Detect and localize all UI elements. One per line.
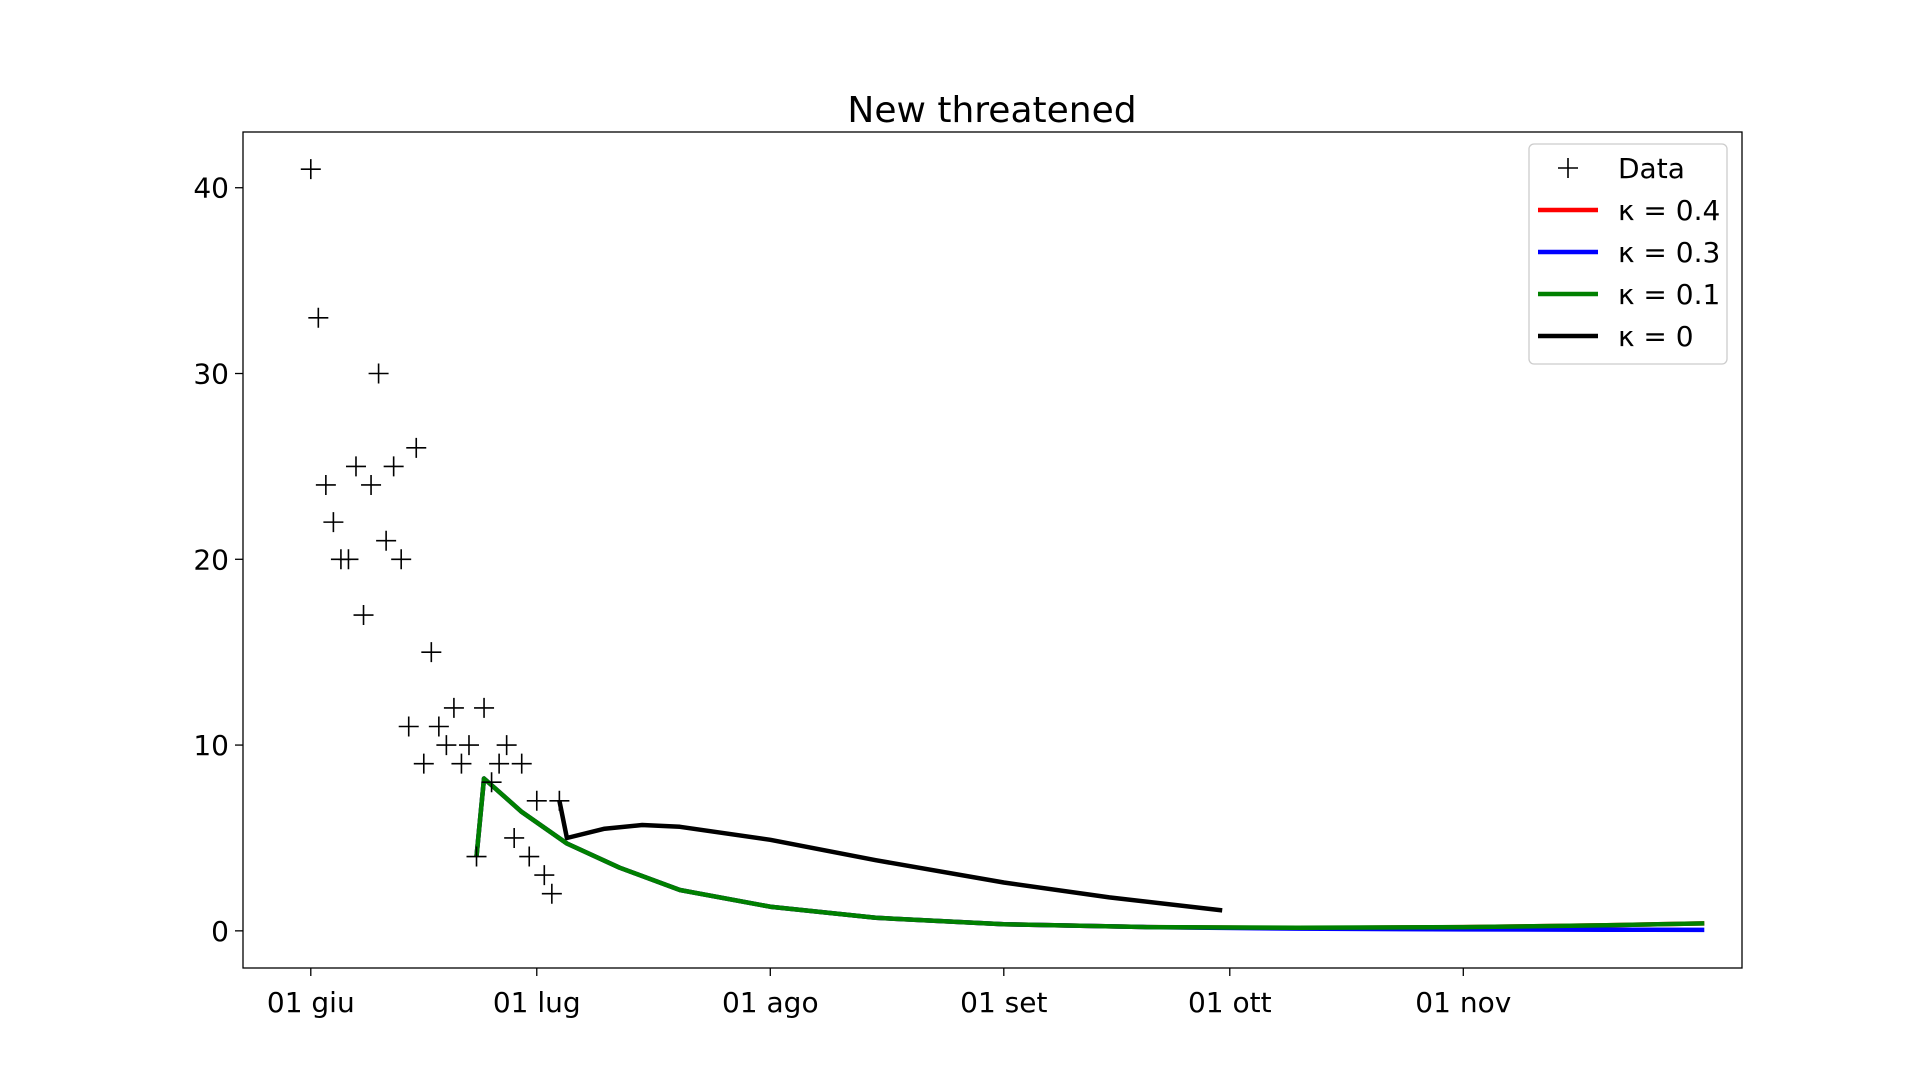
axes-frame: [242, 131, 1743, 969]
data-point-2: [315, 474, 336, 495]
data-point-32: [541, 883, 562, 904]
data-point-11: [383, 456, 404, 477]
series-line-2: [474, 776, 1705, 930]
plot-area: [300, 159, 1705, 933]
data-point-12: [391, 549, 412, 570]
data-point-25: [489, 753, 510, 774]
data-point-16: [421, 642, 442, 663]
data-point-1: [308, 307, 329, 328]
legend-label-0: Data: [1618, 152, 1685, 185]
data-point-13: [398, 716, 419, 737]
data-point-21: [458, 735, 479, 756]
legend-marker-0: [1558, 158, 1578, 178]
y-tick-label-0: 0: [211, 915, 229, 948]
data-point-7: [353, 605, 374, 626]
data-point-18: [436, 735, 457, 756]
data-point-33: [549, 790, 570, 811]
data-point-20: [451, 753, 472, 774]
data-point-6: [345, 456, 366, 477]
x-tick-label-4: 01 ott: [1188, 986, 1272, 1019]
data-point-30: [526, 790, 547, 811]
legend: Data κ = 0.4 κ = 0.3 κ = 0.1 κ = 0: [1528, 143, 1728, 365]
x-tick-label-1: 01 lug: [493, 986, 581, 1019]
data-point-10: [376, 530, 397, 551]
data-point-24: [481, 772, 502, 793]
data-point-0: [300, 159, 321, 180]
data-point-5: [338, 549, 359, 570]
legend-label-1: κ = 0.4: [1618, 194, 1720, 227]
data-point-31: [534, 865, 555, 886]
x-tick-label-0: 01 giu: [267, 986, 355, 1019]
data-point-19: [443, 697, 464, 718]
legend-box: [1528, 143, 1728, 365]
data-point-26: [496, 735, 517, 756]
y-tick-label-2: 20: [193, 543, 229, 576]
x-tick-label-5: 01 nov: [1415, 986, 1511, 1019]
x-tick-label-3: 01 set: [960, 986, 1047, 1019]
data-point-27: [504, 827, 525, 848]
legend-label-2: κ = 0.3: [1618, 236, 1720, 269]
x-tick-label-2: 01 ago: [722, 986, 819, 1019]
axes: 01 giu 01 lug 01 ago 01 set 01 ott 01 nov 0 10 2…: [193, 131, 1743, 1019]
chart-title: New threatened: [847, 90, 1136, 131]
data-point-29: [519, 846, 540, 867]
data-point-14: [406, 437, 427, 458]
data-point-17: [428, 716, 449, 737]
y-tick-label-1: 10: [193, 729, 229, 762]
data-point-23: [474, 697, 495, 718]
data-point-9: [368, 363, 389, 384]
y-tick-label-4: 40: [193, 172, 229, 205]
data-point-8: [361, 474, 382, 495]
data-point-28: [511, 753, 532, 774]
y-tick-label-3: 30: [193, 358, 229, 391]
legend-label-4: κ = 0: [1618, 320, 1694, 353]
data-point-15: [413, 753, 434, 774]
data-point-22: [466, 846, 487, 867]
data-point-3: [323, 512, 344, 533]
legend-label-3: κ = 0.1: [1618, 278, 1720, 311]
series-line-3: [557, 800, 1223, 913]
